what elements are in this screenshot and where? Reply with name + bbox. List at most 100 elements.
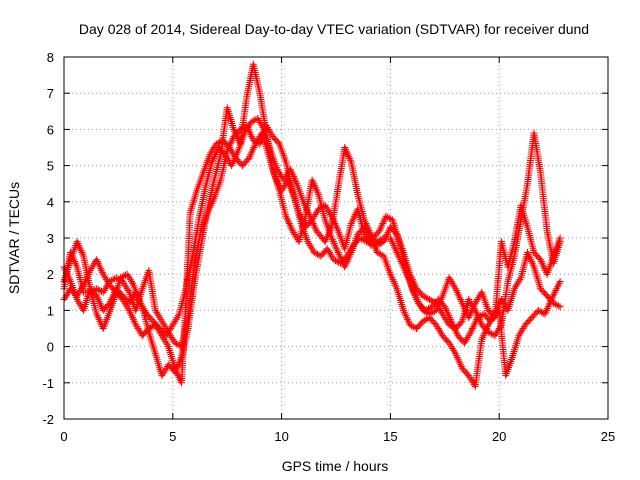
data-point — [429, 308, 437, 316]
data-point — [66, 276, 74, 284]
data-point — [378, 221, 386, 229]
data-point — [171, 339, 179, 347]
data-point — [486, 329, 494, 337]
data-point — [122, 283, 130, 291]
data-point — [450, 346, 457, 354]
data-point — [547, 296, 555, 303]
data-point — [112, 274, 120, 282]
data-point — [335, 250, 343, 258]
data-point — [85, 268, 93, 276]
data-point — [75, 299, 83, 307]
data-point — [470, 303, 478, 311]
data-point — [71, 258, 79, 265]
data-point — [391, 243, 398, 251]
data-point — [543, 306, 550, 314]
data-point — [74, 239, 82, 247]
data-point — [402, 268, 410, 276]
y-tick-labels: -2 -1 0 1 2 3 4 5 6 7 8 — [42, 50, 54, 427]
data-point — [458, 299, 466, 307]
data-point — [84, 272, 92, 280]
data-point — [449, 321, 457, 329]
data-point — [333, 223, 340, 231]
x-tick-labels: 0 5 10 15 20 25 — [60, 429, 615, 444]
data-point — [102, 276, 110, 284]
data-point — [541, 265, 549, 273]
data-point — [375, 249, 383, 257]
data-point — [484, 321, 492, 329]
data-point — [553, 285, 561, 293]
data-point — [434, 325, 442, 332]
data-point — [272, 174, 280, 182]
data-point — [207, 149, 215, 157]
data-point — [273, 176, 281, 184]
data-point — [472, 297, 480, 305]
data-point — [328, 252, 336, 260]
data-point — [314, 189, 322, 197]
data-point — [308, 245, 316, 253]
data-point — [401, 267, 409, 275]
data-point — [550, 290, 558, 298]
data-point — [151, 306, 159, 314]
data-point — [332, 243, 340, 251]
data-point — [395, 252, 403, 260]
data-point — [356, 234, 364, 242]
data-point — [384, 213, 392, 221]
data-point — [447, 343, 455, 351]
data-point — [350, 214, 358, 222]
data-point — [160, 321, 168, 329]
data-point — [415, 299, 423, 307]
data-point — [69, 254, 77, 262]
data-point — [513, 281, 521, 289]
data-point — [453, 287, 460, 294]
data-point — [552, 287, 560, 294]
data-point — [83, 274, 91, 282]
data-point — [536, 307, 544, 315]
data-point — [446, 314, 454, 322]
data-point — [463, 335, 471, 343]
data-point — [227, 138, 235, 146]
data-point — [305, 239, 313, 247]
data-point — [246, 129, 254, 137]
data-point — [94, 258, 101, 265]
data-point — [534, 306, 542, 314]
data-point — [478, 335, 486, 343]
data-point — [287, 223, 295, 231]
data-point — [541, 310, 549, 318]
data-point — [425, 305, 432, 313]
data-point — [292, 178, 300, 186]
data-point — [109, 276, 117, 284]
data-point — [224, 145, 232, 153]
data-point — [329, 214, 336, 222]
data-point — [388, 238, 396, 246]
data-point — [460, 303, 468, 311]
data-point — [160, 368, 168, 376]
data-point — [125, 274, 133, 282]
data-point — [553, 301, 561, 309]
data-point — [250, 144, 258, 151]
data-point — [452, 328, 460, 336]
data-point — [267, 129, 275, 137]
data-point — [208, 200, 216, 208]
data-point — [124, 287, 132, 294]
data-point — [370, 239, 378, 247]
data-point — [417, 303, 425, 311]
data-point — [311, 183, 319, 191]
data-point — [342, 261, 349, 269]
data-point — [393, 249, 401, 256]
data-point — [209, 198, 216, 206]
x-tick-label: 0 — [60, 429, 67, 444]
data-point — [455, 292, 463, 300]
data-point — [285, 220, 293, 227]
data-point — [243, 122, 251, 130]
data-point — [311, 223, 319, 231]
data-point — [151, 321, 159, 329]
data-point — [103, 315, 111, 323]
data-point — [129, 314, 136, 322]
chart-title: Day 028 of 2014, Sidereal Day-to-day VTE… — [79, 21, 589, 37]
data-point — [433, 323, 441, 331]
data-point — [445, 312, 453, 320]
data-point — [124, 305, 132, 313]
data-point — [457, 361, 465, 369]
data-point — [96, 299, 104, 307]
